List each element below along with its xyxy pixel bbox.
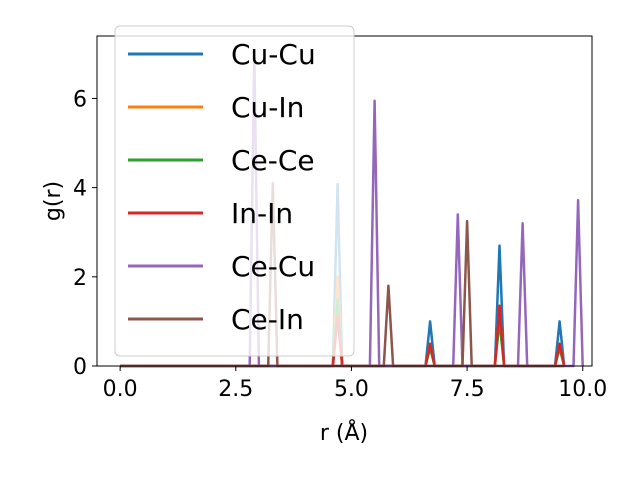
x-tick-label: 7.5: [450, 377, 485, 402]
y-tick-label: 6: [73, 87, 87, 112]
x-tick-label: 2.5: [218, 377, 253, 402]
legend-label-in-in: In-In: [231, 197, 293, 230]
legend-label-ce-ce: Ce-Ce: [231, 144, 315, 177]
legend-label-ce-in: Ce-In: [231, 303, 304, 336]
y-tick-label: 4: [73, 177, 87, 202]
y-axis-title: g(r): [41, 181, 66, 221]
x-axis-title: r (Å): [320, 419, 368, 446]
x-tick-label: 5.0: [334, 377, 369, 402]
legend-label-ce-cu: Ce-Cu: [231, 250, 315, 283]
legend-label-cu-in: Cu-In: [231, 91, 304, 124]
y-tick-label: 0: [73, 355, 87, 380]
ticks-layer: 0.0 2.5 5.0 7.5 10.0 0 2 4 6: [73, 87, 607, 402]
x-tick-label: 10.0: [558, 377, 607, 402]
x-tick-label: 0.0: [103, 377, 138, 402]
y-tick-label: 2: [73, 266, 87, 291]
legend-label-cu-cu: Cu-Cu: [231, 38, 316, 71]
legend: Cu-Cu Cu-In Ce-Ce In-In Ce-Cu Ce-In: [114, 25, 355, 357]
